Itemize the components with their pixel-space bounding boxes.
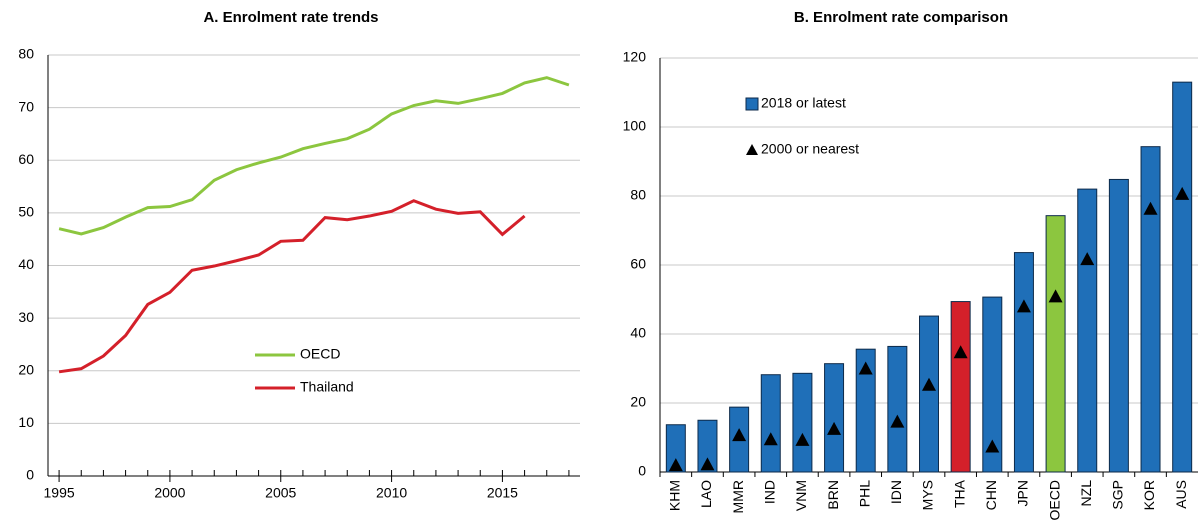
line-series bbox=[58, 199, 526, 374]
x-tick-label: CHN bbox=[983, 480, 999, 510]
triangle-marker bbox=[668, 458, 683, 472]
chart-title: A. Enrolment rate trends bbox=[203, 9, 378, 26]
x-tick-label: JPN bbox=[1015, 480, 1031, 506]
triangle-marker bbox=[1080, 252, 1095, 266]
bar bbox=[982, 296, 1003, 473]
x-tick-label: BRN bbox=[825, 480, 841, 510]
legend-swatch bbox=[745, 97, 759, 111]
x-tick-label: AUS bbox=[1173, 480, 1189, 509]
bar bbox=[1108, 178, 1129, 473]
bar bbox=[824, 363, 845, 473]
bar bbox=[919, 315, 939, 473]
x-tick-label: IDN bbox=[888, 480, 904, 504]
legend-label: 2018 or latest bbox=[761, 95, 846, 111]
legend-label: 2000 or nearest bbox=[761, 141, 859, 157]
bar bbox=[665, 424, 686, 473]
x-tick-label: 2010 bbox=[376, 485, 407, 501]
bar bbox=[1077, 188, 1098, 473]
triangle-marker bbox=[890, 414, 905, 428]
bar bbox=[950, 301, 971, 473]
bar bbox=[1172, 81, 1193, 473]
x-tick-label: OECD bbox=[1046, 480, 1062, 520]
x-tick-label: SGP bbox=[1110, 480, 1126, 510]
triangle-marker bbox=[922, 377, 936, 391]
chart-title: B. Enrolment rate comparison bbox=[794, 9, 1008, 26]
y-tick-label: 40 bbox=[18, 256, 34, 272]
y-tick-label: 100 bbox=[623, 118, 647, 134]
legend-swatch bbox=[746, 144, 758, 155]
bar bbox=[1013, 252, 1034, 473]
x-tick-label: THA bbox=[951, 479, 967, 508]
x-tick-label: 1995 bbox=[44, 485, 75, 501]
y-tick-label: 0 bbox=[638, 463, 646, 479]
y-tick-label: 0 bbox=[26, 467, 34, 483]
x-tick-label: LAO bbox=[698, 480, 714, 508]
y-tick-label: 70 bbox=[18, 98, 34, 114]
triangle-marker bbox=[858, 361, 873, 375]
triangle-marker bbox=[795, 432, 810, 446]
triangle-marker bbox=[1175, 186, 1190, 200]
y-tick-label: 30 bbox=[18, 309, 34, 325]
x-tick-label: IND bbox=[761, 480, 777, 504]
x-tick-label: KHM bbox=[667, 480, 683, 511]
y-tick-label: 80 bbox=[18, 46, 34, 62]
bar bbox=[1045, 215, 1066, 473]
triangle-marker bbox=[763, 432, 778, 446]
triangle-marker bbox=[1048, 289, 1063, 303]
bar bbox=[855, 348, 876, 473]
triangle-marker bbox=[700, 457, 715, 471]
x-tick-label: 2015 bbox=[487, 485, 518, 501]
y-tick-label: 50 bbox=[18, 204, 34, 220]
triangle-marker bbox=[827, 421, 842, 435]
line-series bbox=[58, 76, 570, 236]
triangle-marker bbox=[985, 439, 1000, 453]
bar bbox=[1140, 146, 1161, 473]
y-tick-label: 20 bbox=[18, 361, 34, 377]
triangle-marker bbox=[1016, 299, 1031, 313]
triangle-marker bbox=[732, 428, 747, 442]
x-tick-label: MYS bbox=[920, 480, 936, 510]
triangle-marker bbox=[1143, 201, 1158, 215]
bar bbox=[887, 345, 908, 473]
x-tick-label: MMR bbox=[730, 480, 746, 513]
y-tick-label: 60 bbox=[630, 256, 646, 272]
y-tick-label: 80 bbox=[630, 187, 646, 203]
x-tick-label: PHL bbox=[856, 480, 872, 507]
legend-label: Thailand bbox=[300, 379, 354, 395]
x-tick-label: 2005 bbox=[265, 485, 296, 501]
y-tick-label: 20 bbox=[630, 394, 646, 410]
x-tick-label: KOR bbox=[1141, 480, 1157, 510]
x-tick-label: 2000 bbox=[154, 485, 185, 501]
y-tick-label: 40 bbox=[630, 325, 646, 341]
bar bbox=[760, 374, 781, 473]
bar bbox=[792, 372, 813, 473]
x-tick-label: VNM bbox=[793, 480, 809, 511]
y-tick-label: 10 bbox=[18, 414, 34, 430]
bar bbox=[697, 419, 718, 473]
x-tick-label: NZL bbox=[1078, 480, 1094, 507]
legend-label: OECD bbox=[300, 346, 340, 362]
y-tick-label: 60 bbox=[18, 151, 34, 167]
y-tick-label: 120 bbox=[623, 49, 647, 65]
triangle-marker bbox=[953, 345, 968, 359]
